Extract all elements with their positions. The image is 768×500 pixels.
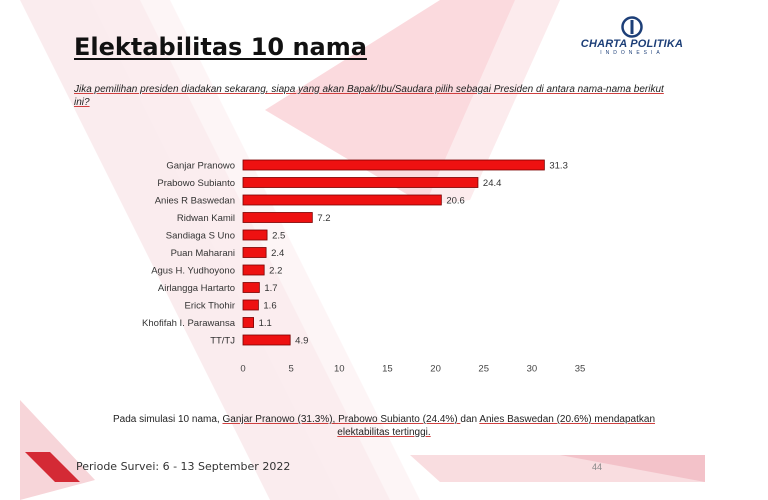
bar <box>242 282 260 293</box>
bar <box>242 159 545 171</box>
data-label: 2.4 <box>271 248 284 259</box>
note-candidate-1: Ganjar Pranowo (31.3%), <box>222 414 339 425</box>
x-tick-label: 20 <box>430 364 441 375</box>
data-label: 20.6 <box>446 196 465 207</box>
note-candidate-2: Prabowo Subianto (24.4%) <box>338 414 461 425</box>
category-label: Erick Thohir <box>184 301 235 312</box>
x-tick-label: 30 <box>527 364 538 375</box>
charta-politika-logo: CHARTA POLITIKA INDONESIA <box>574 16 690 60</box>
page-number: 44 <box>592 462 603 472</box>
category-label: Puan Maharani <box>171 248 235 259</box>
x-tick-label: 25 <box>478 364 489 375</box>
data-label: 1.7 <box>264 283 277 294</box>
summary-note: Pada simulasi 10 nama, Ganjar Pranowo (3… <box>78 413 690 439</box>
logo-name: CHARTA POLITIKA <box>580 38 684 50</box>
logo-mark-icon <box>621 16 643 38</box>
category-label: Ridwan Kamil <box>177 213 235 224</box>
x-tick-label: 10 <box>334 364 345 375</box>
bar <box>242 229 268 241</box>
bar <box>242 299 259 311</box>
bar <box>242 212 313 223</box>
data-label: 2.5 <box>272 231 285 242</box>
category-label: Sandiaga S Uno <box>166 231 235 242</box>
data-label: 24.4 <box>483 178 502 189</box>
x-tick-label: 15 <box>382 364 393 375</box>
survey-question: Jika pemilihan presiden diadakan sekaran… <box>74 84 664 108</box>
data-label: 2.2 <box>269 266 282 277</box>
x-tick-label: 0 <box>240 364 245 375</box>
note-ending: elektabilitas tertinggi. <box>337 427 431 438</box>
note-verb: mendapatkan <box>594 414 656 425</box>
note-prefix: Pada simulasi 10 nama, <box>112 414 223 425</box>
data-label: 1.1 <box>259 318 272 329</box>
bar <box>242 334 291 346</box>
category-label: Prabowo Subianto <box>157 178 235 189</box>
bar <box>242 194 442 206</box>
data-label: 7.2 <box>317 213 330 224</box>
data-label: 1.6 <box>263 301 276 312</box>
bar <box>242 317 254 328</box>
slide-title: Elektabilitas 10 nama <box>74 33 367 61</box>
category-label: Agus H. Yudhoyono <box>151 266 235 277</box>
category-label: Anies R Baswedan <box>155 196 235 207</box>
x-tick-label: 35 <box>575 364 586 375</box>
data-label: 4.9 <box>295 336 308 347</box>
category-label: Airlangga Hartarto <box>158 283 235 294</box>
note-conjunction: dan <box>460 414 480 425</box>
category-label: Khofifah I. Parawansa <box>142 318 236 329</box>
bar <box>242 247 267 258</box>
bar <box>242 177 479 188</box>
category-label: TT/TJ <box>210 336 235 347</box>
note-candidate-3: Anies Baswedan (20.6%) <box>479 414 595 425</box>
category-label: Ganjar Pranowo <box>166 161 235 172</box>
data-label: 31.3 <box>549 161 568 172</box>
survey-period: Periode Survei: 6 - 13 September 2022 <box>76 460 291 473</box>
x-tick-label: 5 <box>288 364 293 375</box>
logo-subtitle: INDONESIA <box>600 50 664 56</box>
bar <box>242 264 265 276</box>
